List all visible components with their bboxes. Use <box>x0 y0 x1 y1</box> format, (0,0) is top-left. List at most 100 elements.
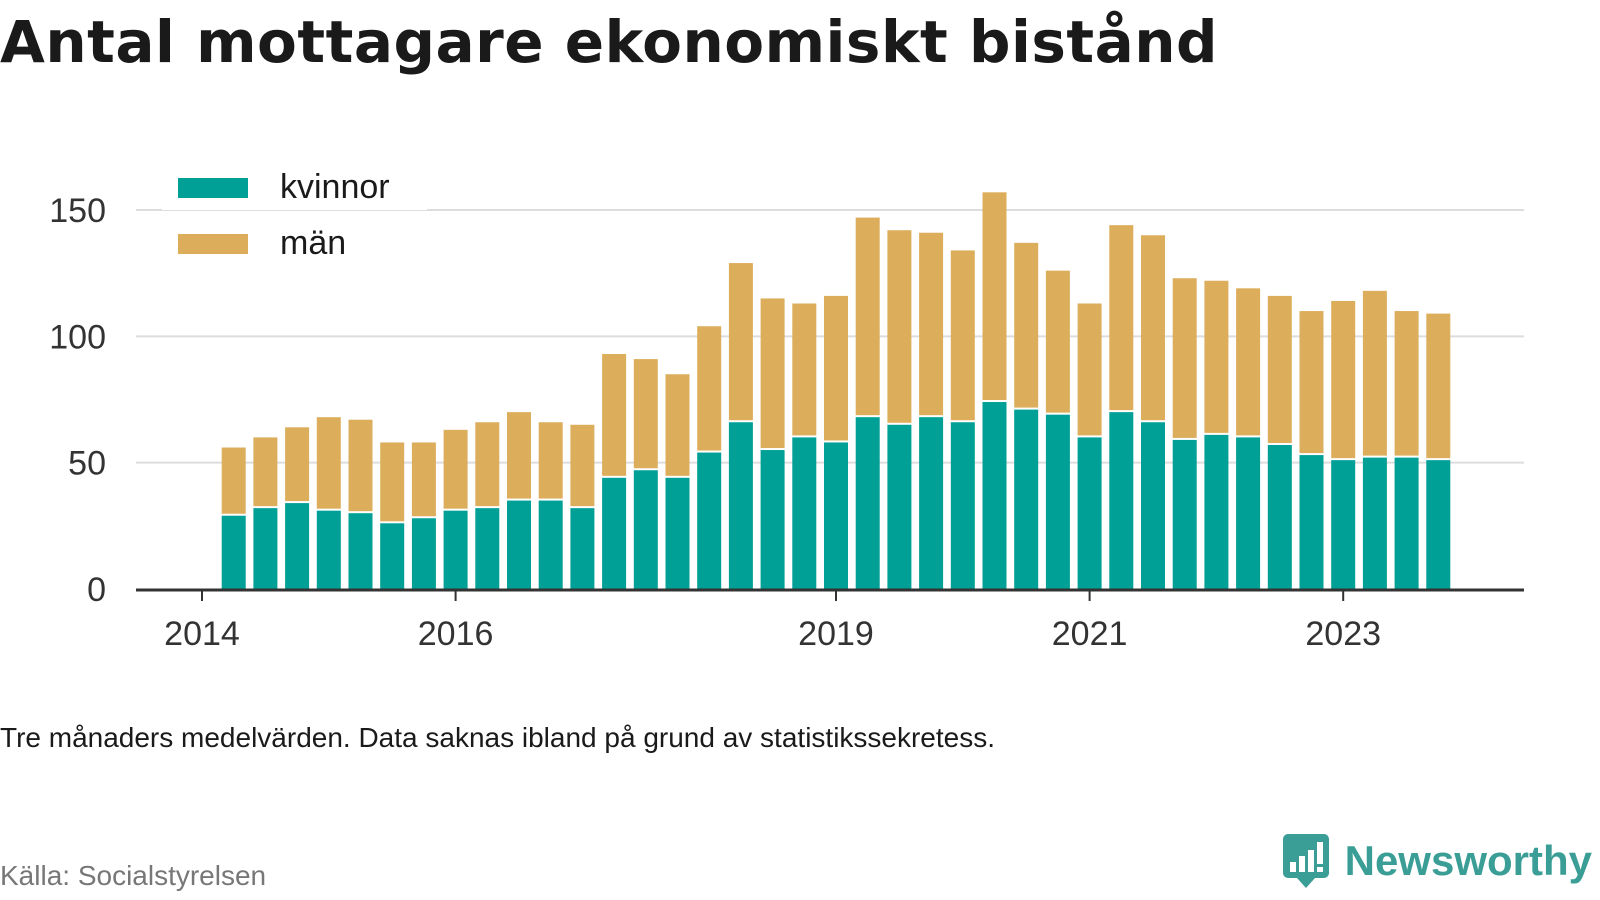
bar-man <box>1014 242 1039 408</box>
bar-kvinnor <box>633 470 658 589</box>
bar-kvinnor <box>221 515 246 589</box>
brand-name: Newsworthy <box>1344 837 1592 884</box>
bar-kvinnor <box>538 500 563 589</box>
bar-man <box>697 326 722 451</box>
bar-kvinnor <box>1077 437 1102 589</box>
source-text: Källa: Socialstyrelsen <box>0 860 267 891</box>
bar-man <box>665 374 690 476</box>
bar-man <box>1236 288 1261 436</box>
bar-man <box>316 417 341 509</box>
bar-man <box>1299 311 1324 454</box>
legend-swatch-kvinnor <box>178 178 248 198</box>
bar-man <box>507 412 531 499</box>
bar-kvinnor <box>411 518 436 589</box>
bar-kvinnor <box>1394 457 1419 589</box>
bar-kvinnor <box>1204 434 1229 589</box>
x-tick-label: 2021 <box>1052 615 1128 653</box>
bar-kvinnor <box>380 523 405 589</box>
bar-kvinnor <box>919 417 944 589</box>
bar-man <box>824 295 848 441</box>
x-tick-label: 2014 <box>164 615 240 653</box>
bar-man <box>950 250 975 421</box>
bar-kvinnor <box>1331 460 1356 589</box>
x-tick-label: 2019 <box>798 615 874 653</box>
y-axis-labels: 0 50 100 150 <box>49 192 106 609</box>
bar-man <box>855 217 880 416</box>
bar-kvinnor <box>507 500 531 589</box>
bar-man <box>1077 303 1102 436</box>
bar-man <box>1045 270 1070 413</box>
y-tick-label: 100 <box>49 318 106 356</box>
bar-man <box>380 442 405 522</box>
bar-kvinnor <box>1236 437 1261 589</box>
bar-man <box>411 442 436 517</box>
bar-man <box>443 429 468 509</box>
bar-man <box>1331 300 1356 459</box>
bar-kvinnor <box>1362 457 1387 589</box>
bar-kvinnor <box>316 510 341 589</box>
bar-kvinnor <box>1109 412 1134 589</box>
bar-kvinnor <box>855 417 880 589</box>
bar-man <box>792 303 817 436</box>
bar-kvinnor <box>1014 409 1039 589</box>
bar-kvinnor <box>728 422 753 589</box>
x-axis-labels: 2014 2016 2019 2021 2023 <box>164 590 1381 653</box>
bar-kvinnor <box>950 422 975 589</box>
bar-kvinnor <box>285 503 310 589</box>
bar-kvinnor <box>760 450 785 589</box>
bar-kvinnor <box>792 437 817 589</box>
bar-kvinnor <box>697 452 722 589</box>
chart: 0 50 100 150 2014 2016 2019 2021 2023 kvinnor m… <box>49 162 1524 653</box>
bar-kvinnor <box>1267 444 1292 589</box>
bar-man <box>982 192 1007 401</box>
bar-man <box>1109 225 1134 411</box>
bar-kvinnor <box>1426 460 1451 589</box>
bar-kvinnor <box>1172 439 1197 589</box>
bar-kvinnor <box>443 510 468 589</box>
bar-man <box>1362 290 1387 456</box>
bar-kvinnor <box>1045 414 1070 589</box>
bar-man <box>728 263 753 421</box>
bar-kvinnor <box>570 508 595 589</box>
bar-kvinnor <box>982 402 1007 589</box>
bar-chart-speech-bubble-icon <box>1282 834 1329 888</box>
bar-man <box>1204 280 1229 433</box>
y-tick-label: 150 <box>49 192 106 230</box>
bar-man <box>1426 313 1451 459</box>
legend-label-kvinnor: kvinnor <box>280 168 390 206</box>
bar-kvinnor <box>1141 422 1165 589</box>
legend: kvinnor män <box>162 162 427 262</box>
chart-title: Antal mottagare ekonomiskt bistånd <box>0 8 1219 76</box>
bar-man <box>570 424 595 507</box>
brand-logo[interactable]: Newsworthy <box>1281 832 1592 890</box>
x-tick-label: 2023 <box>1305 615 1381 653</box>
bar-man <box>760 298 785 449</box>
bar-man <box>221 447 246 514</box>
y-tick-label: 50 <box>68 445 106 483</box>
bar-kvinnor <box>824 442 848 589</box>
x-tick-label: 2016 <box>418 615 494 653</box>
bar-man <box>1141 235 1165 421</box>
legend-swatch-man <box>178 234 248 254</box>
bar-man <box>348 419 373 512</box>
bar-man <box>475 422 500 507</box>
bar-man <box>285 427 310 502</box>
bar-man <box>1267 295 1292 443</box>
chart-note: Tre månaders medelvärden. Data saknas ib… <box>0 722 996 753</box>
bar-kvinnor <box>665 477 690 589</box>
bar-man <box>1394 311 1419 456</box>
y-tick-label: 0 <box>87 571 106 609</box>
bar-man <box>253 437 278 507</box>
bar-kvinnor <box>1299 455 1324 589</box>
bar-man <box>887 230 912 423</box>
legend-label-man: män <box>280 224 346 262</box>
bar-man <box>633 359 658 469</box>
bar-kvinnor <box>253 508 278 589</box>
bar-man <box>919 232 944 416</box>
bar-kvinnor <box>475 508 500 589</box>
bars <box>221 192 1451 589</box>
bar-kvinnor <box>602 477 627 589</box>
bar-man <box>538 422 563 499</box>
bar-man <box>1172 278 1197 438</box>
bar-man <box>602 354 627 476</box>
